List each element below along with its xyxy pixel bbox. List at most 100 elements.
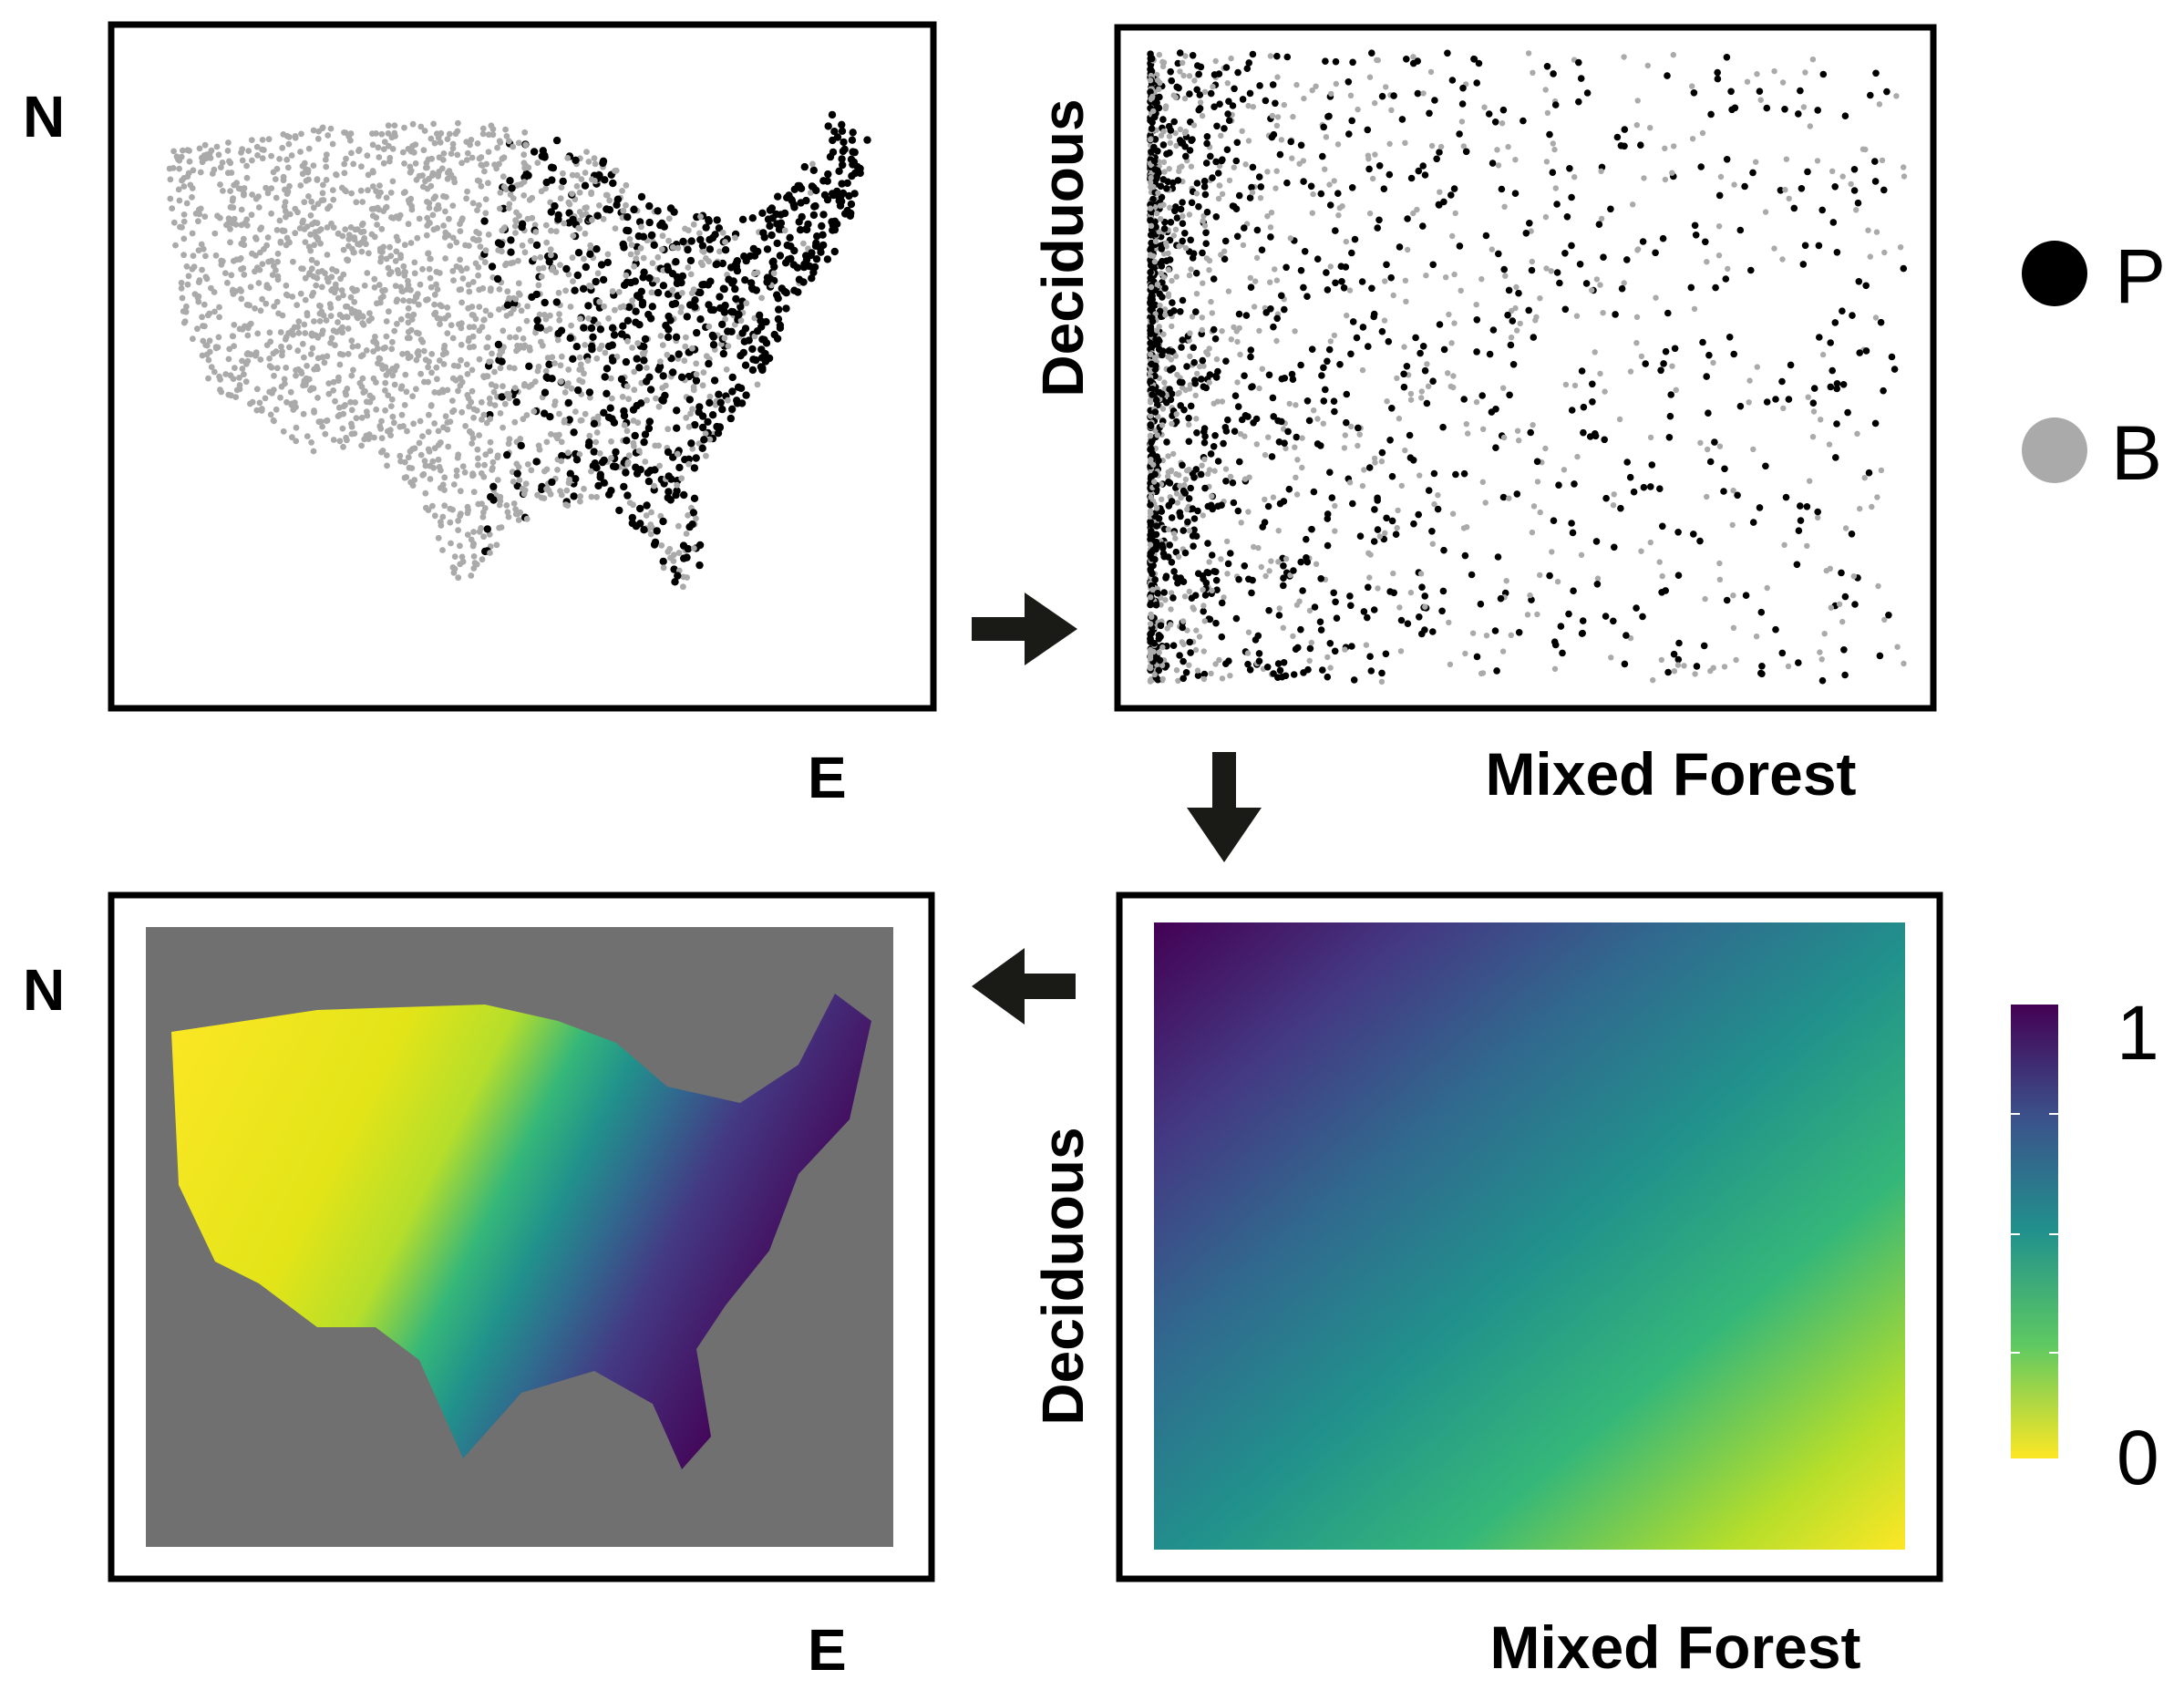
presence-point	[1288, 370, 1296, 378]
presence-point	[776, 252, 785, 260]
presence-point	[1665, 434, 1674, 441]
background-point	[243, 324, 251, 330]
background-point	[1228, 55, 1234, 62]
background-point	[1331, 332, 1338, 339]
background-point	[1656, 559, 1663, 565]
background-point	[1529, 258, 1536, 265]
background-point	[468, 536, 475, 543]
presence-point	[672, 258, 680, 266]
background-point	[674, 481, 680, 489]
presence-point	[1186, 147, 1194, 154]
background-point	[377, 425, 385, 432]
background-point	[225, 391, 232, 398]
background-point	[270, 417, 277, 424]
presence-point	[812, 239, 820, 247]
background-point	[304, 223, 311, 231]
background-point	[1505, 143, 1511, 150]
presence-point	[1147, 520, 1155, 529]
presence-point	[1334, 190, 1342, 197]
background-point	[486, 531, 493, 538]
presence-point	[732, 294, 740, 304]
background-point	[1465, 430, 1471, 437]
background-point	[531, 255, 538, 262]
presence-point	[1723, 596, 1731, 604]
presence-point	[664, 448, 673, 457]
background-point	[496, 286, 503, 293]
background-point	[237, 286, 243, 293]
background-point	[259, 146, 265, 153]
presence-point	[775, 225, 784, 233]
background-point	[384, 462, 390, 469]
presence-point	[653, 527, 661, 535]
background-point	[453, 467, 460, 474]
background-point	[302, 274, 309, 282]
background-point	[183, 200, 191, 207]
background-point	[569, 171, 576, 179]
background-point	[273, 227, 281, 233]
presence-point	[1647, 483, 1654, 490]
presence-point	[1168, 559, 1176, 566]
background-point	[268, 152, 274, 160]
background-point	[423, 232, 430, 239]
background-point	[1148, 222, 1155, 229]
background-point	[426, 204, 433, 211]
background-point	[256, 266, 263, 273]
background-point	[1608, 654, 1614, 661]
background-point	[1390, 570, 1396, 577]
background-point	[475, 263, 482, 271]
background-point	[203, 351, 211, 358]
presence-point	[1200, 607, 1207, 615]
presence-point	[1156, 290, 1163, 298]
background-point	[582, 170, 589, 176]
background-point	[497, 365, 504, 372]
presence-point	[1160, 589, 1168, 596]
arrow-left	[972, 948, 1076, 1025]
background-point	[449, 564, 457, 571]
background-point	[225, 356, 232, 363]
presence-point	[1276, 666, 1284, 675]
background-point	[1344, 312, 1350, 319]
presence-point	[1325, 345, 1334, 354]
background-point	[459, 275, 467, 282]
background-point	[682, 343, 689, 350]
presence-point	[1326, 640, 1334, 647]
background-point	[280, 428, 287, 435]
background-point	[464, 188, 470, 195]
background-point	[437, 302, 444, 308]
background-point	[1218, 556, 1224, 562]
presence-point	[664, 472, 673, 480]
background-point	[515, 181, 521, 189]
background-point	[1463, 524, 1470, 531]
presence-point	[654, 207, 662, 215]
background-point	[454, 454, 461, 461]
presence-point	[696, 315, 705, 324]
presence-point	[609, 179, 617, 188]
background-point	[455, 387, 461, 395]
background-point	[247, 351, 254, 358]
background-point	[283, 213, 289, 221]
presence-point	[1888, 353, 1896, 361]
background-point	[420, 147, 428, 154]
background-point	[664, 548, 672, 555]
background-point	[1405, 246, 1411, 253]
background-point	[1821, 631, 1828, 637]
presence-point	[1276, 500, 1284, 508]
background-point	[450, 175, 458, 182]
background-point	[229, 198, 236, 204]
presence-point	[685, 396, 694, 404]
background-point	[1369, 175, 1376, 182]
background-point	[241, 191, 247, 199]
background-point	[577, 361, 584, 368]
background-point	[770, 270, 778, 277]
presence-point	[532, 241, 541, 250]
background-point	[546, 325, 553, 333]
background-point	[1355, 442, 1361, 449]
background-point	[1180, 385, 1186, 391]
background-point	[1598, 215, 1605, 222]
background-point	[567, 304, 574, 310]
background-point	[800, 240, 807, 247]
background-point	[1530, 422, 1536, 428]
background-point	[732, 234, 738, 242]
presence-point	[824, 122, 832, 130]
background-point	[1245, 629, 1252, 635]
